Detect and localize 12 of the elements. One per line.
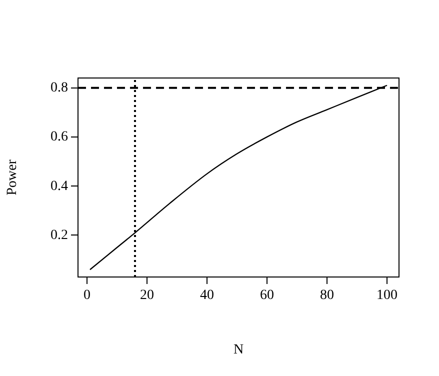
- y-axis-title: Power: [5, 159, 20, 196]
- x-axis-title: N: [233, 342, 244, 358]
- y-tick-label: 0.4: [50, 178, 68, 194]
- y-tick-label: 0.8: [50, 80, 68, 96]
- x-tick-label: 20: [140, 288, 154, 304]
- y-tick-label: 0.2: [50, 228, 68, 243]
- y-tick-label: 0.6: [50, 130, 68, 145]
- x-tick-label: 100: [376, 288, 398, 304]
- x-tick-label: 60: [260, 288, 274, 304]
- x-tick-label: 0: [84, 288, 90, 304]
- x-tick-label: 40: [200, 288, 214, 304]
- x-tick-label: 80: [320, 288, 334, 304]
